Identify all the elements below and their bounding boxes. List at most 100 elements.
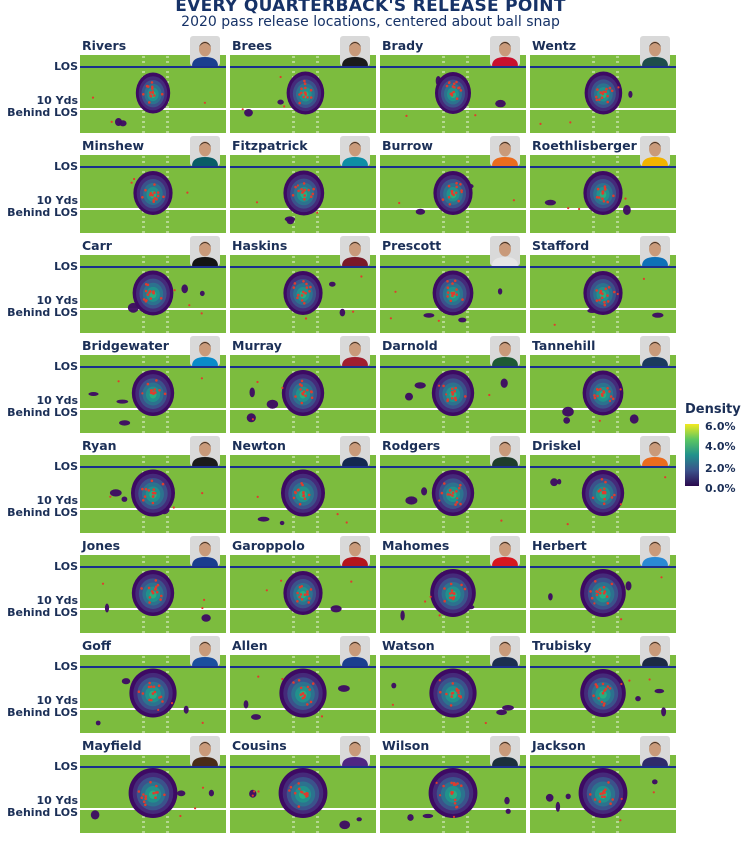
field-plot [230, 555, 376, 633]
release-point-outlier [617, 86, 620, 89]
density-satellite [109, 489, 122, 497]
density-satellite [562, 406, 574, 417]
release-point-outlier [578, 207, 581, 211]
release-point [607, 286, 611, 289]
release-point [453, 279, 457, 283]
release-point-outlier [281, 386, 284, 389]
release-point [599, 591, 602, 595]
density-svg [230, 256, 376, 333]
player-panel-jackson: Jackson [530, 736, 676, 839]
release-point [144, 289, 148, 293]
release-point [312, 187, 315, 191]
player-panel-mayfield: Mayfield [80, 736, 226, 839]
density-satellite [119, 420, 131, 426]
release-point [298, 101, 301, 105]
ten-yards-label: 10 Yds Behind LOS [7, 794, 78, 819]
release-point [603, 300, 606, 304]
release-point [602, 200, 606, 203]
player-headshot [190, 136, 220, 166]
release-point [146, 382, 150, 386]
release-point [604, 287, 608, 291]
release-point [149, 94, 152, 97]
release-point [142, 93, 145, 96]
density-contour [299, 590, 307, 599]
release-point-outlier [553, 323, 556, 326]
los-label: LOS [54, 360, 78, 373]
player-panel-allen: Allen [230, 636, 376, 739]
release-point [592, 694, 595, 697]
release-point [599, 488, 602, 492]
player-headshot [340, 636, 370, 666]
density-legend: Density 6.0% 4.0% 2.0% 0.0% [685, 402, 741, 495]
release-point-outlier [203, 101, 206, 104]
player-headshot [490, 436, 520, 466]
release-point-outlier [452, 815, 456, 818]
release-point [450, 591, 454, 595]
release-point [300, 379, 304, 383]
release-point-outlier [608, 399, 612, 403]
release-point [156, 194, 160, 198]
release-point [451, 294, 454, 297]
release-point [299, 593, 303, 596]
release-point [596, 187, 600, 191]
release-point [603, 490, 607, 494]
release-point [595, 299, 599, 302]
player-panel-newton: Newton [230, 436, 376, 539]
player-panel-herbert: Herbert [530, 536, 676, 639]
density-satellite [623, 205, 631, 215]
release-point [289, 785, 293, 789]
player-panel-goff: Goff [80, 636, 226, 739]
release-point-outlier [186, 191, 189, 194]
player-name: Mahomes [382, 538, 450, 553]
release-point [595, 684, 599, 688]
player-headshot [340, 536, 370, 566]
density-satellite [415, 208, 426, 215]
release-point [303, 82, 307, 85]
release-point [601, 792, 604, 795]
density-svg [380, 256, 526, 333]
chart-title: EVERY QUARTERBACK'S RELEASE POINT [175, 0, 566, 16]
release-point [300, 299, 304, 302]
density-satellite [497, 288, 503, 295]
release-point [149, 389, 153, 392]
release-point [297, 782, 300, 785]
release-point-outlier [438, 499, 441, 502]
density-svg [380, 456, 526, 533]
player-panel-wilson: Wilson [380, 736, 526, 839]
release-point [450, 291, 454, 295]
field-plot [230, 455, 376, 533]
release-point [151, 501, 155, 505]
player-panel-carr: Carr [80, 236, 226, 339]
release-point [293, 791, 297, 795]
release-point-outlier [500, 519, 503, 522]
release-point [291, 194, 295, 197]
release-point [153, 388, 156, 391]
release-point [151, 391, 155, 395]
release-point [448, 596, 452, 600]
release-point [598, 800, 602, 803]
release-point [461, 298, 464, 301]
release-point [298, 787, 301, 791]
release-point-outlier [320, 715, 324, 718]
player-headshot [340, 236, 370, 266]
release-point [451, 682, 455, 685]
release-point [306, 703, 309, 706]
density-satellite [458, 317, 467, 323]
release-point [153, 191, 156, 194]
player-name: Haskins [232, 238, 288, 253]
release-point [463, 587, 467, 591]
player-panel-rodgers: Rodgers [380, 436, 526, 539]
player-name: Darnold [382, 338, 438, 353]
release-point [460, 784, 463, 787]
player-panel-wentz: Wentz [530, 36, 676, 139]
release-point [589, 590, 592, 593]
release-point [149, 290, 152, 293]
release-point [604, 188, 607, 191]
release-point-outlier [316, 211, 319, 214]
density-svg [530, 656, 676, 733]
release-point [599, 387, 602, 391]
los-label: LOS [54, 60, 78, 73]
release-point [600, 296, 604, 300]
release-point [151, 591, 155, 595]
player-name: Ryan [82, 438, 117, 453]
